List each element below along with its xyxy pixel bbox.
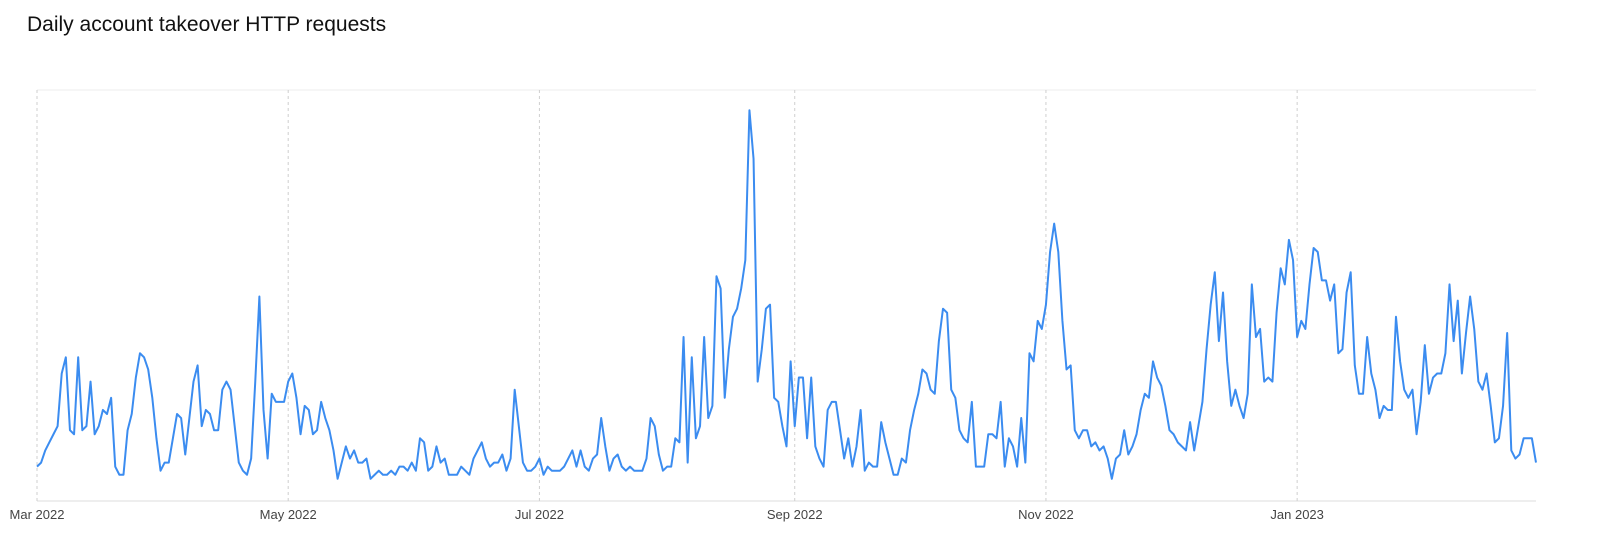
x-tick-label: Mar 2022 xyxy=(10,507,65,522)
x-tick-label: May 2022 xyxy=(260,507,317,522)
data-line xyxy=(36,109,1537,480)
x-tick-label: Jul 2022 xyxy=(515,507,564,522)
x-tick-label: Nov 2022 xyxy=(1018,507,1074,522)
x-tick-label: Sep 2022 xyxy=(767,507,823,522)
x-tick-label: Jan 2023 xyxy=(1270,507,1324,522)
chart-title: Daily account takeover HTTP requests xyxy=(27,13,386,36)
